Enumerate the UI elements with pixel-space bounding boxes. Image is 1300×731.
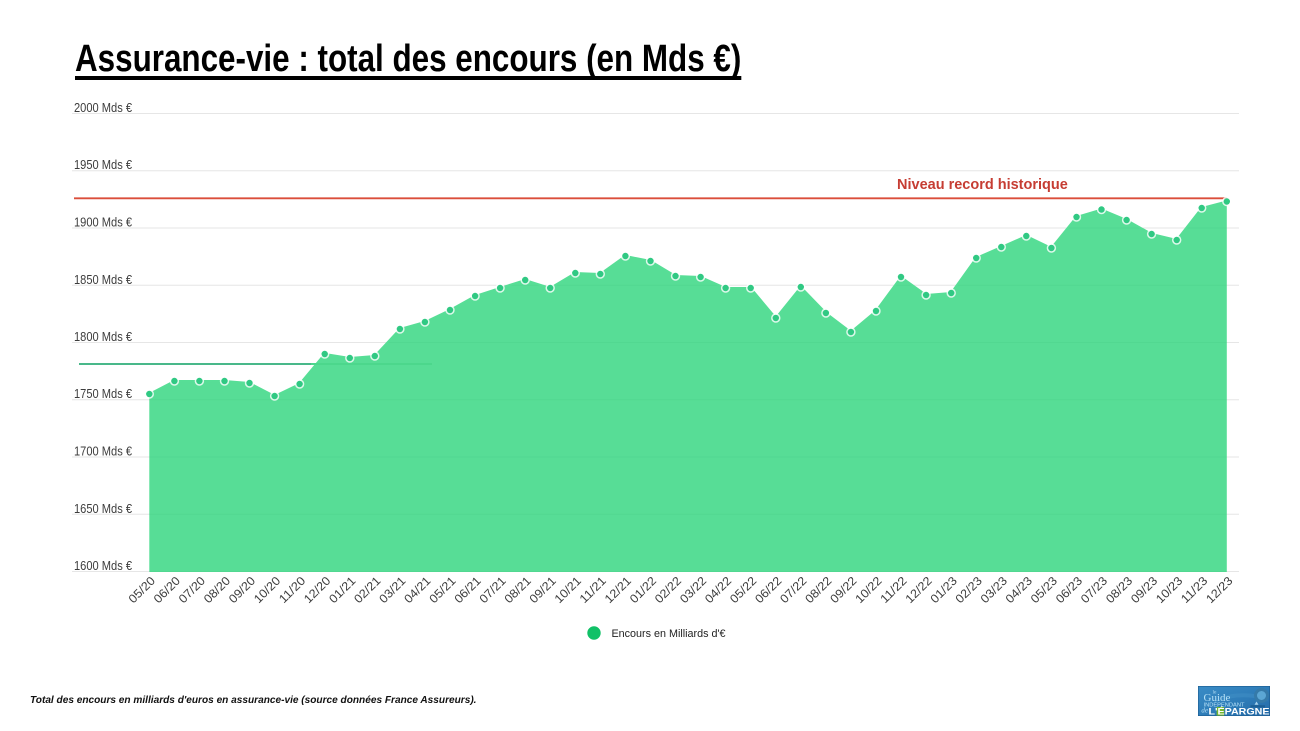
svg-text:09/21: 09/21 xyxy=(527,573,560,606)
svg-text:10/21: 10/21 xyxy=(552,573,585,606)
svg-text:10/20: 10/20 xyxy=(251,573,284,606)
svg-text:11/21: 11/21 xyxy=(577,573,610,606)
svg-text:01/22: 01/22 xyxy=(627,573,660,606)
svg-text:10/22: 10/22 xyxy=(852,573,885,606)
svg-text:1700 Mds €: 1700 Mds € xyxy=(74,445,132,459)
svg-text:04/23: 04/23 xyxy=(1003,573,1036,606)
svg-text:06/23: 06/23 xyxy=(1053,573,1086,606)
svg-text:07/21: 07/21 xyxy=(476,573,509,606)
svg-text:08/22: 08/22 xyxy=(802,573,835,606)
svg-text:12/22: 12/22 xyxy=(902,573,935,606)
svg-text:02/21: 02/21 xyxy=(351,573,384,606)
svg-text:01/21: 01/21 xyxy=(326,573,359,606)
svg-text:08/21: 08/21 xyxy=(502,573,535,606)
svg-text:07/22: 07/22 xyxy=(777,573,810,606)
svg-text:12/23: 12/23 xyxy=(1203,573,1236,606)
svg-text:04/21: 04/21 xyxy=(401,573,434,606)
svg-text:11/22: 11/22 xyxy=(877,573,910,606)
svg-text:1950 Mds €: 1950 Mds € xyxy=(74,158,132,172)
svg-text:08/20: 08/20 xyxy=(201,573,234,606)
svg-text:1900 Mds €: 1900 Mds € xyxy=(74,216,132,230)
svg-text:10/23: 10/23 xyxy=(1153,573,1186,606)
svg-text:1800 Mds €: 1800 Mds € xyxy=(74,330,132,344)
svg-text:03/22: 03/22 xyxy=(677,573,710,606)
svg-text:Guide: Guide xyxy=(1204,692,1231,704)
svg-text:1600 Mds €: 1600 Mds € xyxy=(74,559,132,573)
svg-text:2000 Mds €: 2000 Mds € xyxy=(74,101,132,115)
svg-text:12/20: 12/20 xyxy=(301,573,334,606)
svg-text:11/20: 11/20 xyxy=(276,573,309,606)
svg-text:05/20: 05/20 xyxy=(126,573,159,606)
svg-text:06/21: 06/21 xyxy=(451,573,484,606)
svg-text:02/22: 02/22 xyxy=(652,573,685,606)
svg-text:05/23: 05/23 xyxy=(1028,573,1061,606)
svg-text:1650 Mds €: 1650 Mds € xyxy=(74,502,132,516)
svg-text:Encours en Milliards d'€: Encours en Milliards d'€ xyxy=(612,628,726,640)
svg-text:08/23: 08/23 xyxy=(1103,573,1136,606)
svg-text:01/23: 01/23 xyxy=(928,573,961,606)
svg-text:1850 Mds €: 1850 Mds € xyxy=(74,273,132,287)
svg-text:1750 Mds €: 1750 Mds € xyxy=(74,387,132,401)
svg-text:INDÉPENDANT: INDÉPENDANT xyxy=(1204,701,1246,708)
svg-text:03/23: 03/23 xyxy=(978,573,1011,606)
svg-text:06/22: 06/22 xyxy=(752,573,785,606)
svg-text:11/23: 11/23 xyxy=(1178,573,1211,606)
svg-text:05/22: 05/22 xyxy=(727,573,760,606)
svg-text:de: de xyxy=(1201,707,1208,715)
svg-text:06/20: 06/20 xyxy=(151,573,184,606)
svg-text:12/21: 12/21 xyxy=(602,573,635,606)
svg-text:02/23: 02/23 xyxy=(953,573,986,606)
svg-text:04/22: 04/22 xyxy=(702,573,735,606)
svg-text:Niveau record historique: Niveau record historique xyxy=(897,177,1068,193)
svg-text:L'ÉPARGNE: L'ÉPARGNE xyxy=(1209,707,1270,716)
svg-text:le: le xyxy=(1213,690,1218,696)
svg-text:03/21: 03/21 xyxy=(376,573,409,606)
svg-text:09/20: 09/20 xyxy=(226,573,259,606)
svg-text:09/23: 09/23 xyxy=(1128,573,1161,606)
svg-text:05/21: 05/21 xyxy=(426,573,459,606)
svg-text:07/20: 07/20 xyxy=(176,573,209,606)
svg-text:09/22: 09/22 xyxy=(827,573,860,606)
svg-text:07/23: 07/23 xyxy=(1078,573,1111,606)
